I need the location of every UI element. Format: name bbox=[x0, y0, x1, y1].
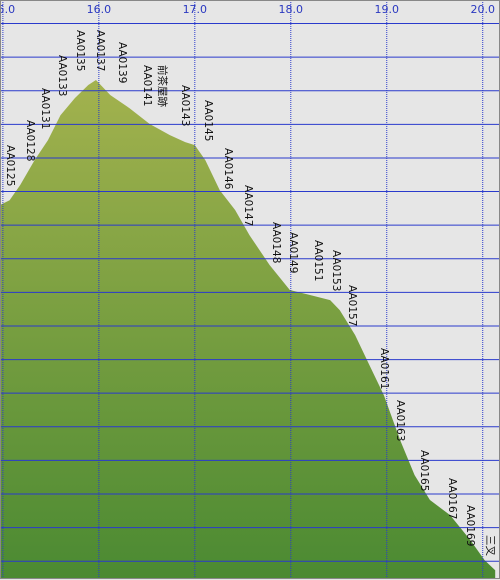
waypoint-label: AA0161 bbox=[378, 348, 390, 389]
waypoint-label: AA0143 bbox=[179, 85, 191, 126]
waypoint-label: AA0133 bbox=[56, 55, 68, 96]
x-tick-label: 16.0 bbox=[87, 3, 112, 16]
waypoint-label: AA0165 bbox=[418, 450, 430, 491]
x-tick-label: 19.0 bbox=[375, 3, 400, 16]
waypoint-label: 三叉 bbox=[484, 535, 496, 556]
waypoint-label: AA0135 bbox=[74, 30, 86, 71]
waypoint-label: AA0147 bbox=[242, 185, 254, 226]
waypoint-label: AA0141 bbox=[141, 65, 153, 106]
waypoint-label: AA0157 bbox=[346, 285, 358, 326]
x-tick-label: 20.0 bbox=[470, 3, 495, 16]
waypoint-label: AA0137 bbox=[94, 30, 106, 71]
waypoint-label: AA0151 bbox=[312, 240, 324, 281]
waypoint-label: AA0146 bbox=[222, 148, 234, 190]
x-tick-label: 15.0 bbox=[0, 3, 15, 16]
elevation-area bbox=[0, 79, 496, 579]
waypoint-label: 前茶屋跡 bbox=[156, 65, 169, 107]
waypoint-label: AA0131 bbox=[39, 88, 51, 129]
x-tick-label: 18.0 bbox=[279, 3, 304, 16]
waypoint-label: AA0149 bbox=[287, 232, 299, 273]
waypoint-label: AA0148 bbox=[270, 222, 282, 263]
waypoint-label: AA0128 bbox=[24, 120, 36, 161]
waypoint-label: AA0153 bbox=[330, 250, 342, 291]
waypoint-label: AA0169 bbox=[464, 505, 476, 546]
waypoint-label: AA0145 bbox=[202, 100, 214, 141]
waypoint-label: AA0167 bbox=[446, 478, 458, 519]
waypoint-label: AA0139 bbox=[116, 42, 128, 83]
waypoint-label: AA0125 bbox=[4, 145, 16, 186]
waypoint-label: AA0163 bbox=[394, 400, 406, 441]
x-tick-label: 17.0 bbox=[183, 3, 208, 16]
